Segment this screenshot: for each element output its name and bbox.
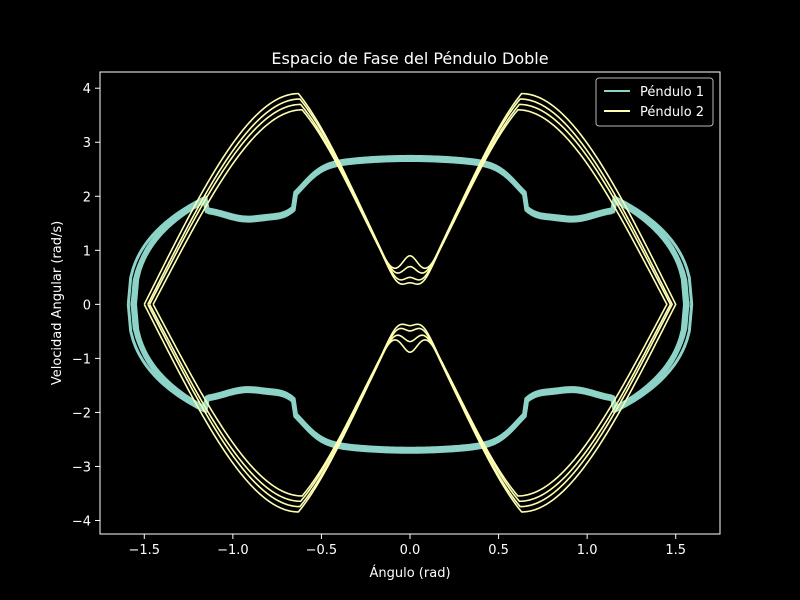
x-axis: −1.5 −1.0 −0.5 0.0 0.5 1.0 1.5: [128, 534, 686, 558]
y-tick-label: 3: [83, 136, 91, 151]
x-axis-label: Ángulo (rad): [369, 565, 450, 581]
y-tick-label: −1: [72, 352, 91, 367]
legend-label-pendulo-1: Péndulo 1: [640, 85, 704, 100]
x-tick-label: −1.5: [128, 543, 160, 558]
y-tick-label: 0: [83, 298, 91, 313]
chart-title: Espacio de Fase del Péndulo Doble: [271, 49, 548, 68]
y-axis-label: Velocidad Angular (rad/s): [50, 221, 65, 385]
y-tick-label: −2: [72, 406, 91, 421]
y-tick-label: 4: [83, 82, 91, 97]
y-tick-label: 2: [83, 190, 91, 205]
y-tick-label: −4: [72, 514, 91, 529]
x-tick-label: 1.5: [665, 543, 686, 558]
series-pendulo-2-loop: [143, 92, 677, 513]
y-tick-label: 1: [83, 244, 91, 259]
plot-area: [126, 92, 694, 513]
series-pendulo-1-loop: [132, 154, 688, 454]
y-tick-label: −3: [72, 460, 91, 475]
x-tick-label: 1.0: [577, 543, 598, 558]
series-pendulo-2-loop: [147, 98, 673, 508]
series-pendulo-2-loop: [152, 109, 668, 497]
series-layer: [126, 92, 694, 513]
x-tick-label: 0.5: [488, 543, 509, 558]
y-axis: −4 −3 −2 −1 0 1 2 3 4: [72, 82, 100, 529]
legend-label-pendulo-2: Péndulo 2: [640, 105, 704, 120]
x-tick-label: −0.5: [306, 543, 338, 558]
series-pendulo-2-loop: [148, 103, 672, 503]
x-tick-label: −1.0: [217, 543, 249, 558]
x-tick-label: 0.0: [400, 543, 421, 558]
legend: Péndulo 1 Péndulo 2: [595, 77, 714, 127]
